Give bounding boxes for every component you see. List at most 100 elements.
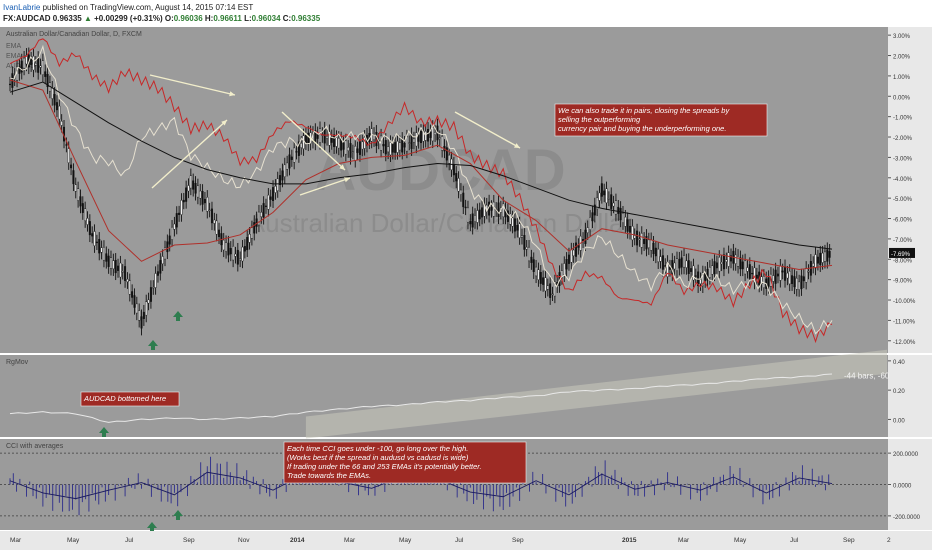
y-tick-label: -9.00% [893, 279, 913, 285]
candle-body [629, 226, 632, 233]
candle-body [164, 247, 167, 260]
candle-body [621, 212, 624, 223]
candle-body [699, 279, 702, 284]
candle-body [445, 147, 448, 161]
candle-body [584, 229, 587, 244]
candle-body [685, 260, 688, 268]
candle-body [415, 132, 418, 147]
candle-body [307, 132, 310, 145]
candle-body [410, 134, 413, 149]
candle-body [189, 175, 192, 189]
y-tick-label: 0.0000 [893, 484, 912, 490]
candle-body [180, 200, 183, 215]
candle-body [290, 156, 293, 160]
y-tick-label: 0.00% [893, 95, 911, 101]
annotation-text: If trading under the 66 and 253 EMAs it'… [287, 462, 482, 471]
candle-body [617, 206, 620, 214]
candle-body [535, 266, 538, 277]
candle-body [218, 229, 221, 238]
candle-body [272, 187, 275, 202]
annotation-box [283, 441, 527, 484]
candle-body [523, 235, 526, 250]
candle-body [502, 203, 505, 218]
candle-body [102, 247, 105, 261]
candle-body [720, 261, 723, 265]
candle-body [283, 164, 286, 177]
rgmov-value-label: -44 bars, -60 [844, 372, 890, 381]
candle-body [201, 191, 204, 205]
candle-body [647, 239, 650, 248]
candle-body [405, 136, 408, 152]
x-tick-label: Sep [512, 537, 524, 544]
candle-body [549, 283, 552, 298]
y-tick-label: 0.00 [893, 418, 905, 424]
candle-body [600, 183, 603, 197]
price-axis [888, 355, 932, 437]
candle-body [269, 196, 272, 200]
candle-body [215, 220, 218, 235]
candle-body [675, 258, 678, 272]
candle-body [619, 208, 622, 221]
indicator-label: EMA [6, 43, 22, 50]
series-line-rgmov [9, 373, 833, 423]
candle-body [565, 259, 568, 270]
candle-body [401, 139, 404, 153]
candle-body [408, 142, 411, 144]
publish-header: IvanLabrie published on TradingView.com,… [0, 0, 932, 26]
candle-body [159, 260, 162, 274]
candle-body [246, 237, 249, 251]
candle-body [133, 295, 136, 308]
candle-body [741, 261, 744, 270]
candle-body [262, 203, 265, 218]
candle-body [185, 187, 188, 202]
candle-body [654, 247, 657, 257]
candle-body [791, 275, 794, 284]
candle-body [471, 213, 474, 228]
regression-channel [305, 349, 887, 439]
candle-body [67, 148, 70, 163]
candle-body [800, 275, 803, 289]
candle-body [650, 239, 653, 251]
y-tick-label: -6.00% [893, 218, 913, 224]
candle-body [175, 213, 178, 228]
candle-body [603, 190, 606, 196]
y-tick-label: -1.00% [893, 116, 913, 122]
price-axis [888, 27, 932, 353]
candle-body [337, 138, 340, 149]
pane-background [0, 27, 888, 353]
candle-body [739, 257, 742, 270]
x-tick-label: May [67, 537, 80, 544]
last-price: 0.96335 [52, 14, 82, 23]
annotation-text: We can also trade it in pairs, closing t… [558, 106, 730, 115]
candle-body [74, 184, 77, 192]
candle-body [335, 137, 338, 147]
annotation-text: Each time CCI goes under -100, go long o… [287, 444, 468, 453]
author-link[interactable]: IvanLabrie [3, 3, 41, 12]
candle-body [784, 266, 787, 281]
candle-body [398, 142, 401, 151]
candle-body [692, 265, 695, 281]
candle-body [112, 260, 115, 270]
candle-body [798, 281, 801, 290]
candle-body [671, 260, 674, 275]
candle-body [596, 197, 599, 210]
candle-body [812, 263, 815, 267]
candle-body [553, 281, 556, 297]
y-tick-label: 200.0000 [893, 452, 919, 458]
candle-body [582, 239, 585, 242]
candle-body [626, 219, 629, 232]
candle-body [234, 253, 237, 257]
candle-body [281, 170, 284, 181]
candle-body [774, 269, 777, 284]
candle-body [464, 206, 467, 209]
candle-body [319, 128, 322, 143]
candle-body [344, 140, 347, 155]
candle-body [161, 256, 164, 265]
candle-body [274, 186, 277, 193]
candle-body [645, 236, 648, 250]
candle-body [727, 252, 730, 267]
symbol-label[interactable]: FX:AUDCAD [3, 14, 51, 23]
candle-body [539, 272, 542, 284]
candle-body [288, 154, 291, 169]
